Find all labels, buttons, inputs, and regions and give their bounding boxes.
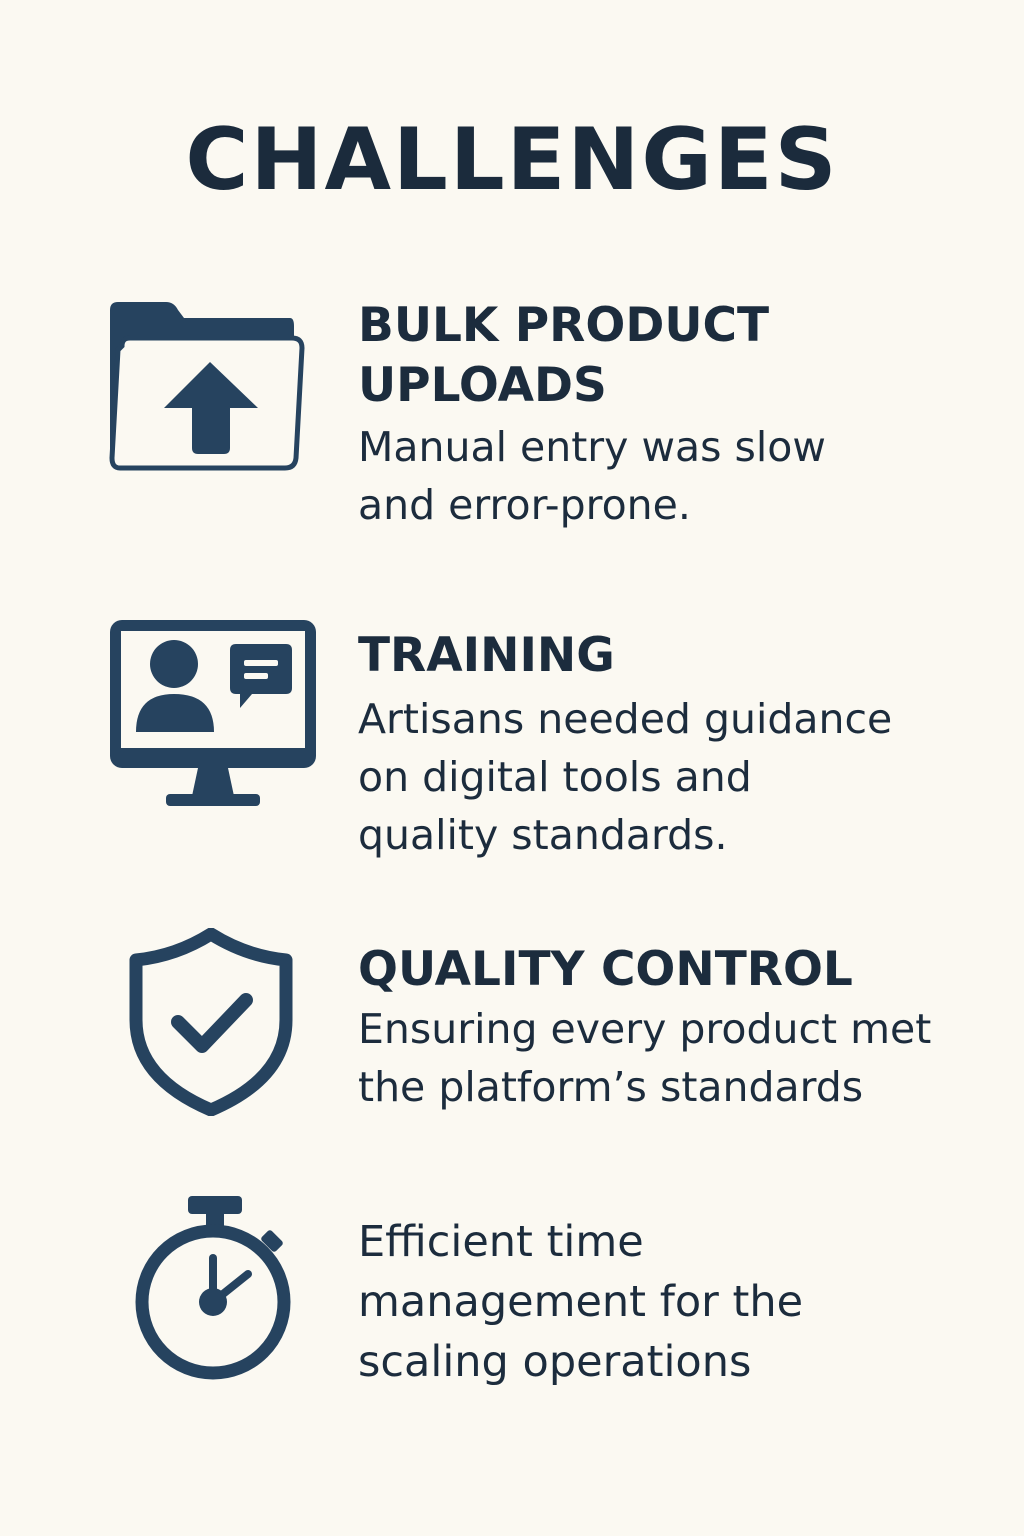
folder-upload-icon (109, 302, 305, 471)
stopwatch-icon (135, 1196, 291, 1380)
challenge-heading: QUALITY CONTROL (358, 942, 853, 997)
challenge-description: Efficient time management for the scalin… (358, 1217, 804, 1387)
challenge-description: Artisans needed guidance on digital tool… (358, 695, 893, 859)
challenge-description: Manual entry was slow and error-prone. (358, 423, 826, 529)
page-title: CHALLENGES (185, 110, 839, 210)
challenge-description: Ensuring every product met the platform’… (358, 1005, 932, 1111)
shield-check-icon (129, 928, 293, 1116)
challenge-heading: TRAINING (358, 628, 615, 683)
monitor-training-icon (110, 620, 316, 806)
challenge-heading: BULK PRODUCT UPLOADS (358, 298, 770, 413)
